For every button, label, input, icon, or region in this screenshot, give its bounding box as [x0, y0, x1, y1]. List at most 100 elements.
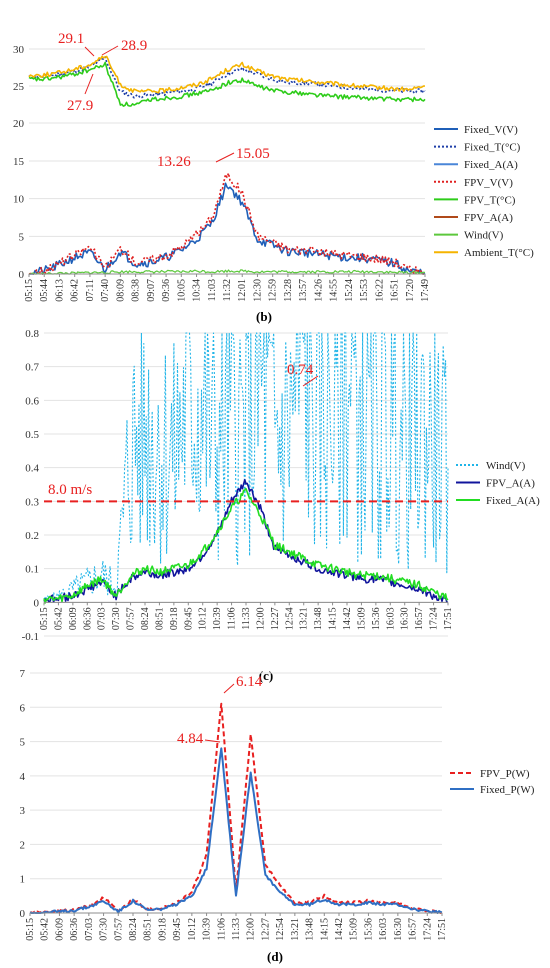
b-x-tick-label: 05:15	[24, 279, 35, 302]
legend-b: Fixed_V(V) Fixed_T(°C) Fixed_A(A) FPV_V(V) F…	[434, 124, 534, 259]
c-x-tick-label: 14:15	[328, 607, 339, 630]
c-x-tick-label: 09:18	[169, 607, 180, 630]
series-fpv-p-w	[29, 702, 443, 914]
d-x-tick-label: 11:33	[231, 918, 242, 940]
annotation-13-26: 13.26	[157, 154, 191, 170]
b-x-tick-label: 06:42	[70, 279, 81, 302]
b-top-y-tick-label: 30	[13, 44, 25, 56]
panel-label-d: (d)	[267, 949, 283, 964]
d-y-tick-label: 6	[20, 702, 26, 714]
b-x-tick-label: 12:01	[237, 279, 248, 302]
b-x-tick-label: 12:59	[268, 279, 279, 302]
d-x-tick-label: 12:27	[260, 918, 271, 941]
annotation-29-1: 29.1	[58, 31, 84, 47]
c-legend-label: Wind(V)	[486, 460, 526, 472]
d-x-tick-label: 15:36	[363, 918, 374, 941]
b-x-tick-label: 07:40	[100, 279, 111, 302]
annotation-6-14: 6.14	[236, 674, 263, 690]
d-legend-label: FPV_P(W)	[480, 768, 530, 780]
d-series	[29, 702, 443, 914]
c-x-tick-label: 08:51	[154, 607, 165, 630]
b-x-tick-label: 13:57	[298, 279, 309, 302]
d-x-tick-label: 08:51	[143, 918, 154, 941]
c-x-tick-label: 12:27	[270, 607, 281, 630]
b-top-series	[28, 55, 426, 107]
arrow-15-05	[215, 152, 235, 163]
b-legend-label: Wind(V)	[464, 230, 504, 242]
arrow-0-74	[302, 375, 319, 387]
d-x-tick-label: 14:42	[334, 918, 345, 941]
b-legend-label: Fixed_V(V)	[464, 124, 518, 136]
b-bottom-y-tick-label: 0	[19, 269, 25, 281]
c-x-tick-label: 08:24	[140, 607, 151, 630]
b-x-tick-label: 09:07	[146, 279, 157, 302]
arrow-4-84	[204, 739, 221, 743]
c-x-tick-label: 16:03	[385, 607, 396, 630]
b-legend-label: FPV_V(V)	[464, 177, 513, 189]
c-legend-label: FPV_A(A)	[486, 478, 535, 490]
d-x-ticks: 05:15 05:42 06:09 06:36 07:03 07:30 07:57 08:24…	[25, 912, 448, 941]
b-top-y-tick-label: 25	[13, 81, 25, 93]
b-legend-label: Ambient_T(°C)	[464, 247, 534, 259]
b-bottom-series	[28, 172, 426, 275]
annotation-15-05: 15.05	[236, 146, 270, 162]
annotation-0-74: 0.74	[287, 362, 314, 378]
d-y-tick-label: 1	[20, 874, 26, 886]
d-x-tick-label: 15:09	[349, 918, 360, 941]
d-x-tick-label: 16:30	[393, 918, 404, 941]
b-x-tick-label: 06:13	[54, 279, 65, 302]
c-x-tick-label: 13:48	[313, 607, 324, 630]
b-top-y-tick-label: 20	[13, 118, 25, 130]
b-x-tick-label: 10:34	[192, 279, 203, 302]
arrow-6-14	[223, 683, 235, 694]
d-x-tick-label: 10:12	[187, 918, 198, 941]
d-y-tick-label: 7	[20, 668, 26, 680]
c-x-tick-label: 11:06	[227, 607, 238, 629]
d-x-tick-label: 12:54	[275, 918, 286, 941]
d-x-tick-label: 16:03	[378, 918, 389, 941]
annotation-27-9: 27.9	[67, 98, 93, 114]
c-y-tick-label: 0.5	[25, 429, 39, 441]
b-x-tick-label: 14:26	[313, 279, 324, 302]
c-x-tick-label: 15:09	[356, 607, 367, 630]
b-legend-label: FPV_T(°C)	[464, 194, 516, 206]
c-x-tick-label: 16:30	[400, 607, 411, 630]
b-x-tick-label: 05:44	[39, 279, 50, 302]
c-y-tick-label: 0.3	[25, 496, 39, 508]
d-x-tick-label: 06:36	[69, 918, 80, 941]
b-legend-label: Fixed_A(A)	[464, 159, 518, 171]
panel-c: -0.1 0 0.1 0.2 0.3 0.4 0.5 0.6 0.7 0.8 05:15 05:42…	[22, 328, 541, 683]
c-x-tick-label: 12:54	[284, 607, 295, 630]
d-gridlines	[30, 672, 442, 914]
arrow-27-9	[84, 73, 94, 95]
d-x-tick-label: 14:15	[319, 918, 330, 941]
c-x-tick-label: 13:21	[299, 607, 310, 630]
series-wind-v	[43, 332, 449, 602]
panel-label-b: (b)	[256, 309, 272, 324]
c-y-tick-label: -0.1	[22, 631, 39, 643]
c-y-tick-label: 0.4	[25, 463, 39, 475]
b-x-tick-label: 15:53	[359, 279, 370, 302]
b-bottom-y-tick-label: 15	[13, 156, 25, 168]
d-x-tick-label: 05:42	[40, 918, 51, 941]
b-x-ticks: 05:15 05:44 06:13 06:42 07:11 07:40 08:09 08:38…	[24, 273, 431, 302]
b-x-tick-label: 08:09	[115, 279, 126, 302]
b-x-tick-label: 12:30	[252, 279, 263, 302]
series-fixed-p-w	[29, 747, 443, 914]
b-x-tick-label: 08:38	[131, 279, 142, 302]
b-legend-label: Fixed_T(°C)	[464, 142, 521, 154]
b-x-tick-label: 16:51	[390, 279, 401, 302]
d-y-tick-label: 0	[20, 908, 26, 920]
d-x-tick-label: 09:18	[157, 918, 168, 941]
arrow-28-9	[101, 45, 119, 56]
d-y-ticks: 0 1 2 3 4 5 6 7	[20, 668, 26, 920]
b-bottom-y-tick-label: 5	[19, 231, 25, 243]
c-x-tick-label: 07:30	[111, 607, 122, 630]
d-x-tick-label: 13:21	[290, 918, 301, 941]
series-fpv-v-v	[28, 172, 426, 275]
c-y-tick-label: 0.6	[25, 395, 39, 407]
d-x-tick-label: 10:39	[202, 918, 213, 941]
c-x-tick-label: 10:39	[212, 607, 223, 630]
